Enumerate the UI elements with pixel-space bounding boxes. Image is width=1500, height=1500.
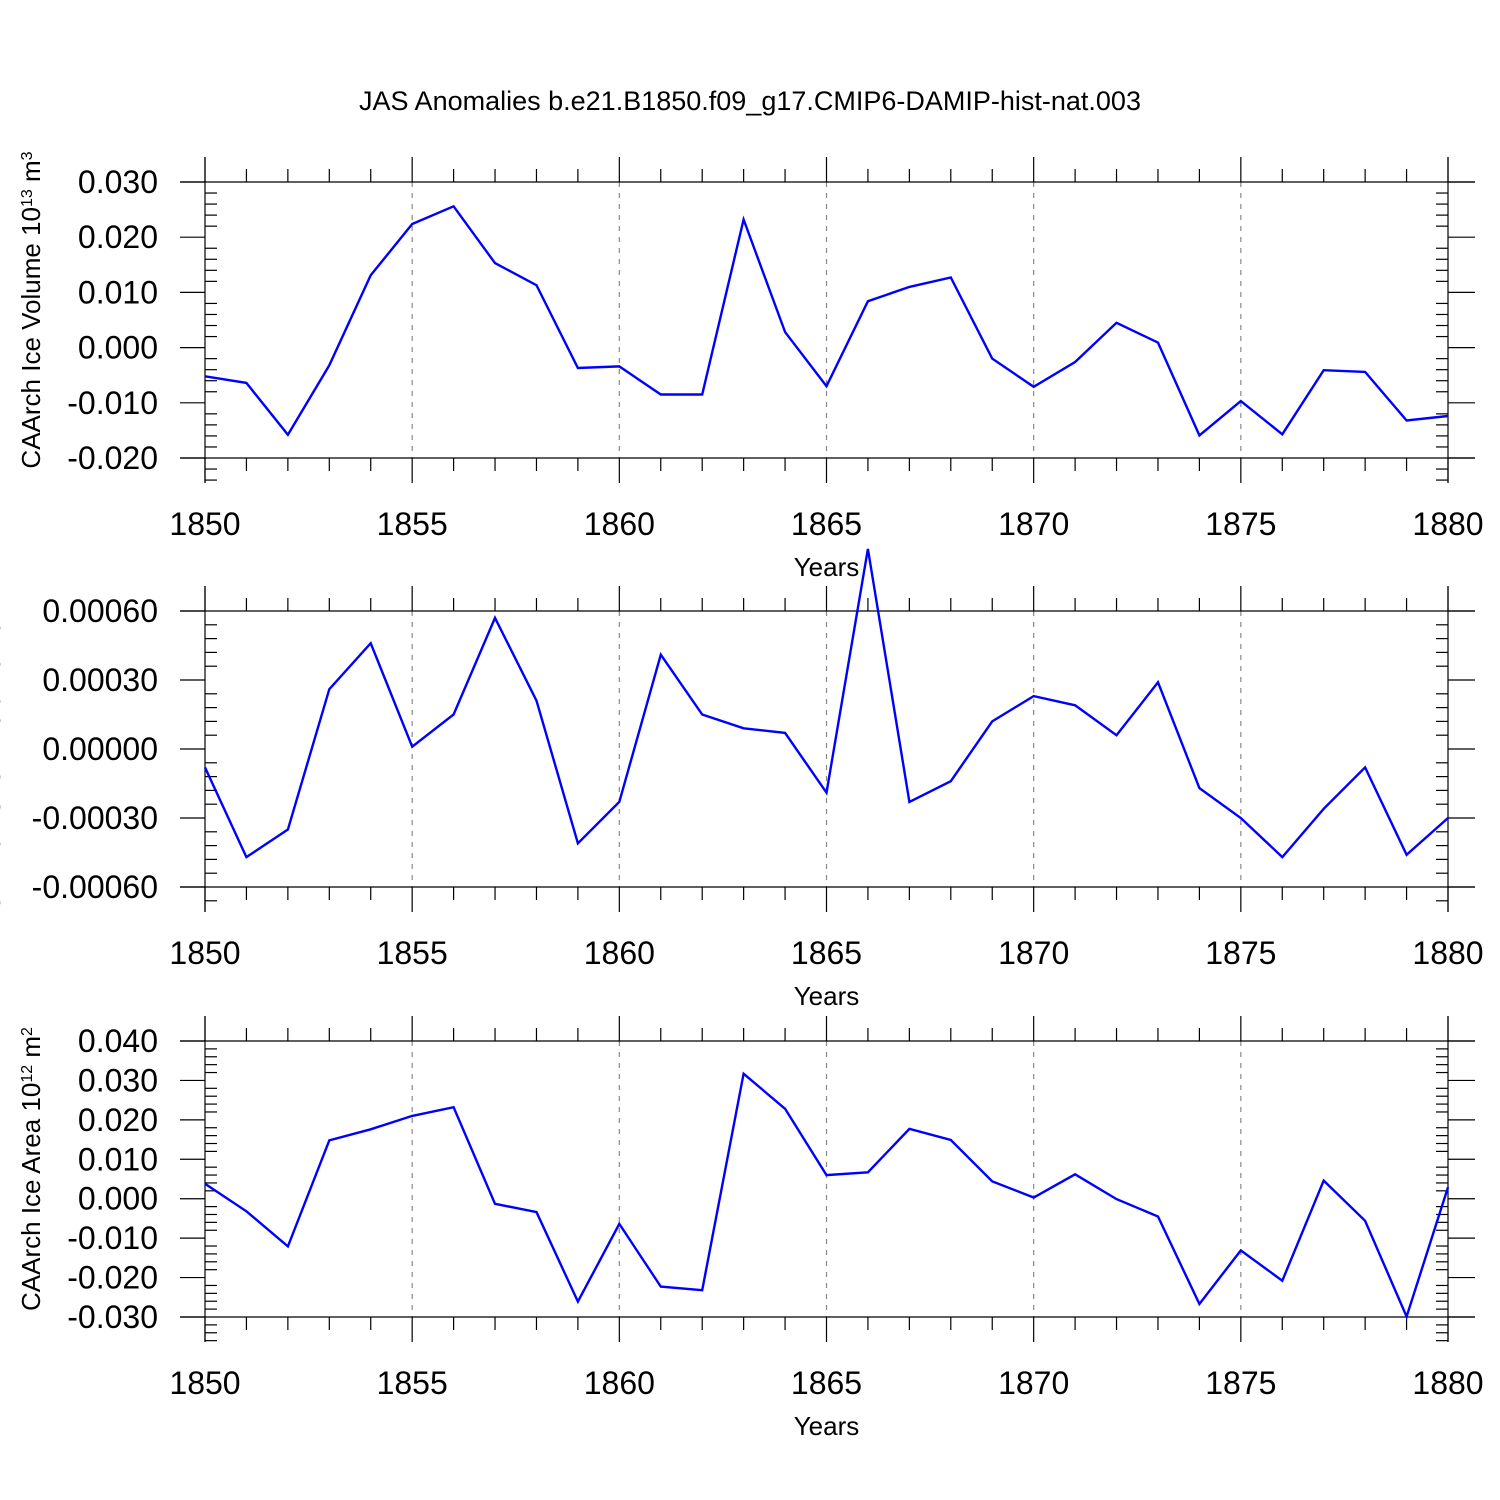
- x-tick-label: 1850: [169, 1365, 240, 1401]
- x-tick-label: 1860: [584, 1365, 655, 1401]
- y-axis-title-superscript: 2: [19, 1027, 36, 1036]
- series-line-1: [204, 1071, 1450, 1321]
- y-axis-title: CAArch Ice Area 1012 m2: [16, 1027, 46, 1311]
- x-tick-label: 1875: [1205, 506, 1276, 542]
- y-axis-title-part: m: [0, 574, 6, 603]
- x-axis-title: Years: [794, 981, 860, 1011]
- y-axis-title-part: CAArch Ice Volume 10: [16, 207, 46, 469]
- y-tick-label: -0.020: [67, 1260, 158, 1296]
- y-axis-title-superscript: 13: [19, 189, 36, 207]
- y-tick-label: 0.010: [78, 1141, 158, 1177]
- y-tick-label: 0.010: [78, 274, 158, 310]
- y-tick-label: -0.020: [67, 440, 158, 476]
- x-axis-title: Years: [794, 552, 860, 582]
- y-axis-title-part: m: [16, 160, 46, 189]
- y-axis-title-part: CAArch Ice Area 10: [16, 1083, 46, 1311]
- y-axis-title-part: CAArch Snow Volume 10: [0, 621, 6, 913]
- x-axis-title: Years: [794, 1411, 860, 1441]
- x-tick-label: 1865: [791, 506, 862, 542]
- y-tick-label: -0.030: [67, 1299, 158, 1335]
- x-tick-label: 1865: [791, 1365, 862, 1401]
- x-tick-label: 1855: [377, 506, 448, 542]
- x-tick-label: 1870: [998, 1365, 1069, 1401]
- y-tick-label: -0.010: [67, 1220, 158, 1256]
- x-tick-label: 1880: [1412, 935, 1483, 971]
- x-tick-label: 1875: [1205, 1365, 1276, 1401]
- y-tick-label: 0.00030: [42, 662, 158, 698]
- y-tick-label: -0.010: [67, 385, 158, 421]
- y-tick-label: -0.00060: [32, 869, 158, 905]
- y-tick-label: -0.00030: [32, 800, 158, 836]
- x-tick-label: 1875: [1205, 935, 1276, 971]
- y-axis-title: CAArch Snow Volume 1013 m3: [0, 565, 6, 913]
- x-tick-label: 1870: [998, 935, 1069, 971]
- y-axis-title: CAArch Ice Volume 1013 m3: [16, 151, 46, 468]
- y-tick-label: 0.000: [78, 330, 158, 366]
- y-tick-label: 0.030: [78, 1062, 158, 1098]
- x-tick-label: 1855: [377, 1365, 448, 1401]
- y-axis-title-part: m: [16, 1036, 46, 1065]
- y-axis-title-superscript: 12: [19, 1065, 36, 1083]
- y-tick-label: 0.000: [78, 1181, 158, 1217]
- x-tick-label: 1865: [791, 935, 862, 971]
- x-tick-label: 1880: [1412, 506, 1483, 542]
- x-tick-label: 1855: [377, 935, 448, 971]
- x-tick-label: 1850: [169, 506, 240, 542]
- y-tick-label: 0.020: [78, 219, 158, 255]
- panel-2: -0.00060 -0.00030 0.00000 0.00030 0.00060 185…: [0, 548, 1484, 1011]
- y-tick-label: 0.020: [78, 1102, 158, 1138]
- y-tick-label: 0.030: [78, 164, 158, 200]
- series-line-1: [203, 548, 1449, 859]
- panel-1: -0.020 -0.010 0.000 0.010 0.020 0.030 1850 1855…: [16, 151, 1484, 582]
- x-tick-label: 1850: [169, 935, 240, 971]
- x-tick-label: 1870: [998, 506, 1069, 542]
- x-tick-label: 1860: [584, 506, 655, 542]
- series-line-1: [204, 204, 1449, 438]
- x-tick-label: 1860: [584, 935, 655, 971]
- y-tick-label: 0.040: [78, 1023, 158, 1059]
- y-tick-label: 0.00060: [42, 593, 158, 629]
- x-tick-label: 1880: [1412, 1365, 1483, 1401]
- y-axis-title-superscript: 3: [19, 151, 36, 160]
- y-tick-label: 0.00000: [42, 731, 158, 767]
- figure-title: JAS Anomalies b.e21.B1850.f09_g17.CMIP6-…: [359, 86, 1141, 116]
